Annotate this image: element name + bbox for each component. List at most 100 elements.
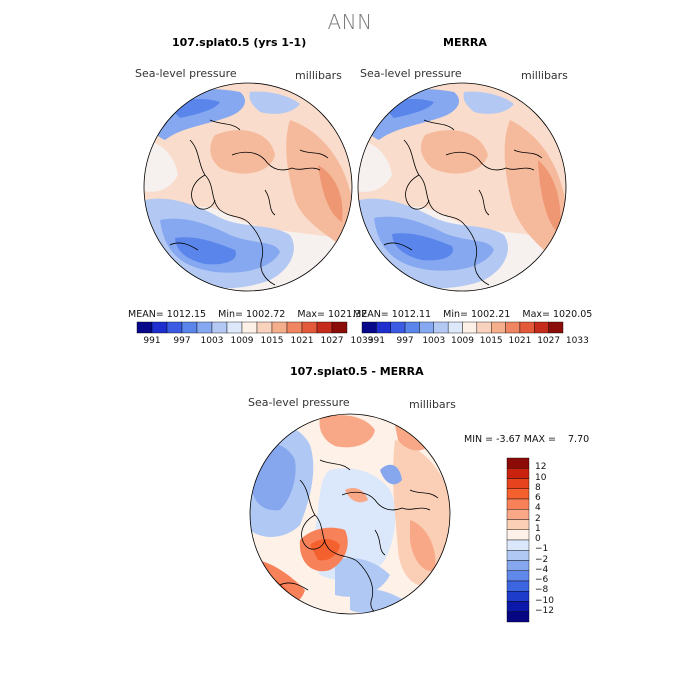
difference-colorbar-swatch <box>506 529 530 541</box>
difference-colorbar-swatch <box>506 560 530 571</box>
model-colorbar-swatch <box>196 321 213 334</box>
merra-colorbar-swatch <box>361 321 377 334</box>
model-colorbar-swatch <box>226 321 243 334</box>
difference-colorbar-swatch <box>506 457 530 469</box>
figure-title: ANN <box>327 10 373 34</box>
colorbar-difference <box>506 457 530 623</box>
model-mean-value: 1012.15 <box>166 309 207 320</box>
merra-units-label: millibars <box>521 69 568 82</box>
model-colorbar-swatch <box>136 321 153 334</box>
merra-colorbar-swatch <box>491 321 506 334</box>
merra-variable-label: Sea-level pressure <box>360 67 462 80</box>
merra-colorbar-swatch <box>433 321 449 334</box>
difference-colorbar-swatch <box>506 468 530 479</box>
difference-colorbar-swatch <box>506 611 530 623</box>
model-colorbar-tick-label: 1003 <box>200 336 224 346</box>
model-colorbar-tick-label: 1033 <box>350 336 374 346</box>
difference-min-prefix: MIN = <box>464 434 494 445</box>
difference-colorbar-swatch <box>506 539 530 551</box>
model-colorbar-swatch <box>271 321 288 334</box>
merra-colorbar-swatch <box>390 321 406 334</box>
model-stats: MEAN= 1012.15 Min= 1002.72 Max= 1021.32 <box>128 309 367 320</box>
merra-colorbar-tick-label: 1021 <box>508 336 532 346</box>
merra-max-prefix: Max= <box>522 309 550 320</box>
merra-field-contours <box>358 83 566 291</box>
merra-panel-title: MERRA <box>443 36 487 49</box>
merra-min-value: 1002.21 <box>471 309 511 320</box>
model-map-boundary <box>143 82 353 292</box>
merra-mean-prefix: MEAN= <box>353 309 389 320</box>
difference-colorbar-tick-label: −6 <box>535 575 549 585</box>
model-colorbar-tick-label: 1021 <box>290 336 314 346</box>
difference-colorbar-tick-label: 8 <box>535 482 541 493</box>
merra-colorbar-swatch <box>548 321 564 334</box>
model-colorbar-swatch <box>256 321 273 334</box>
difference-colorbar-tick-label: −2 <box>535 554 549 565</box>
model-colorbar-tick-label: 997 <box>173 336 191 346</box>
difference-colorbar-swatch <box>506 488 530 500</box>
colorbar-model <box>136 321 348 334</box>
difference-colorbar-tick-label: 12 <box>535 462 547 473</box>
colorbar-merra <box>361 321 564 334</box>
model-panel-title: 107.splat0.5 (yrs 1-1) <box>172 36 307 49</box>
map-panel-difference <box>249 413 451 615</box>
model-min-prefix: Min= <box>218 309 243 320</box>
difference-colorbar-tick-label: 1 <box>535 523 541 534</box>
merra-colorbar-swatch <box>476 321 492 334</box>
merra-colorbar-swatch <box>447 321 463 334</box>
difference-max-value: 7.70 <box>568 434 590 445</box>
merra-colorbar-tick-label: 1003 <box>422 336 446 346</box>
difference-max-prefix: MAX = <box>523 434 556 445</box>
difference-variable-label: Sea-level pressure <box>248 396 350 409</box>
model-colorbar-swatch <box>166 321 183 334</box>
model-field-contours <box>144 83 352 291</box>
model-colorbar-swatch <box>151 321 168 334</box>
merra-max-value: 1020.05 <box>553 309 593 320</box>
difference-min-value: -3.67 <box>496 434 521 445</box>
difference-colorbar-tick-label: 2 <box>535 513 541 524</box>
merra-colorbar-swatch <box>534 321 549 334</box>
model-colorbar-swatch <box>286 321 303 334</box>
merra-colorbar-tick-label: 1027 <box>537 336 561 346</box>
difference-colorbar-tick-label: −1 <box>535 544 549 555</box>
difference-map-boundary <box>249 413 451 615</box>
difference-colorbar-tick-label: −4 <box>535 564 549 575</box>
difference-units-label: millibars <box>409 398 456 411</box>
model-colorbar-swatch <box>331 321 348 334</box>
model-colorbar-swatch <box>181 321 198 334</box>
difference-colorbar-swatch <box>506 498 530 510</box>
merra-min-prefix: Min= <box>443 309 468 320</box>
difference-panel-title: 107.splat0.5 - MERRA <box>290 365 424 378</box>
merra-colorbar-swatch <box>376 321 391 334</box>
difference-colorbar-swatch <box>506 519 530 530</box>
difference-colorbar-swatch <box>506 509 530 520</box>
merra-colorbar-tick-label: 997 <box>396 336 414 346</box>
merra-stats: MEAN= 1012.11 Min= 1002.21 Max= 1020.05 <box>353 309 592 320</box>
model-min-value: 1002.72 <box>246 309 286 320</box>
merra-colorbar-swatch <box>419 321 434 334</box>
difference-colorbar-tick-label: 10 <box>535 472 547 483</box>
merra-colorbar-tick-label: 1009 <box>451 336 474 346</box>
difference-colorbar-tick-label: 6 <box>535 493 541 503</box>
map-panel-merra <box>357 82 567 292</box>
model-colorbar-swatch <box>211 321 228 334</box>
model-colorbar-swatch <box>316 321 333 334</box>
merra-colorbar-swatch <box>404 321 420 334</box>
difference-colorbar-tick-label: −8 <box>535 585 549 596</box>
merra-colorbar-tick-label: 991 <box>367 336 385 346</box>
difference-colorbar-swatch <box>506 580 530 592</box>
model-colorbar-tick-label: 1009 <box>230 336 254 346</box>
merra-colorbar-tick-label: 1033 <box>565 336 589 346</box>
difference-colorbar-swatch <box>506 570 530 582</box>
model-units-label: millibars <box>295 69 342 82</box>
merra-colorbar-swatch <box>505 321 521 334</box>
difference-colorbar-tick-label: −12 <box>535 605 554 616</box>
model-colorbar-swatch <box>301 321 318 334</box>
model-max-prefix: Max= <box>297 309 325 320</box>
difference-stats: MIN = -3.67 MAX = 7.70 <box>464 434 589 445</box>
difference-colorbar-tick-label: 4 <box>535 503 541 514</box>
difference-colorbar-swatch <box>506 550 530 561</box>
model-max-value: 1021.32 <box>328 309 368 320</box>
merra-map-boundary <box>357 82 567 292</box>
